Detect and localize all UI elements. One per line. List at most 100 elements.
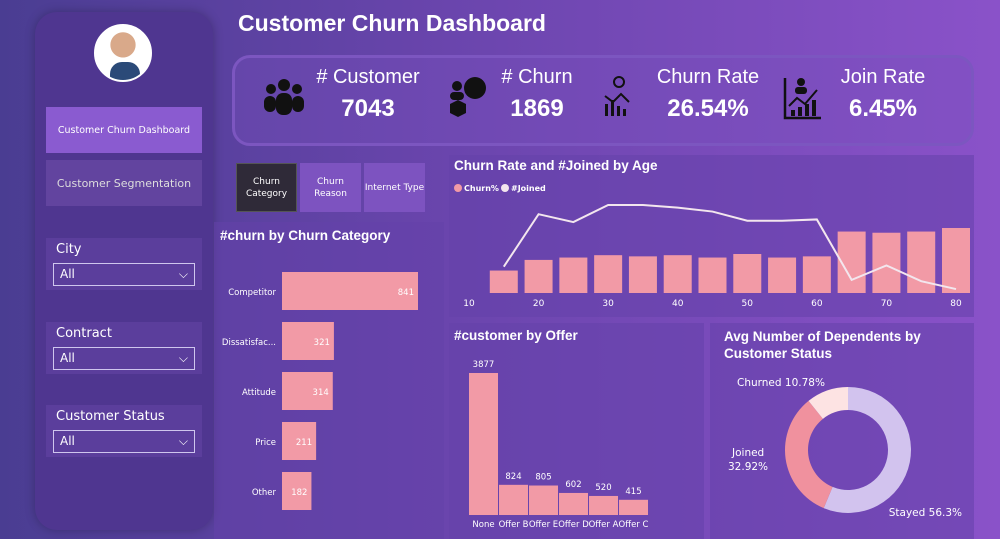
kpi-value: 7043 <box>341 95 395 122</box>
contract-dropdown[interactable]: All ⌵ <box>53 347 195 370</box>
chart-title: #churn by Churn Category <box>220 228 391 243</box>
bar <box>942 228 970 293</box>
nav-customer-churn-dashboard[interactable]: Customer Churn Dashboard <box>46 107 202 153</box>
page-title: Customer Churn Dashboard <box>238 10 546 36</box>
bar <box>619 499 648 515</box>
chart-title: Churn Rate and #Joined by Age <box>454 158 658 173</box>
churn-rate-icon <box>604 76 630 116</box>
data-label: 3877 <box>473 360 495 370</box>
category-label: None <box>472 520 494 530</box>
filter-label: Customer Status <box>56 409 165 424</box>
slice-label: 32.92% <box>728 461 768 473</box>
dropdown-value: All <box>60 351 75 365</box>
bar <box>282 422 317 460</box>
bar <box>282 322 334 360</box>
bar <box>802 256 831 293</box>
dependents-panel: Avg Number of Dependents by Customer Sta… <box>710 323 974 539</box>
dependents-donut: Stayed 56.3% Joined 32.92% Churned 10.78% <box>728 377 962 519</box>
bar <box>499 484 528 515</box>
slice-label: Churned 10.78% <box>737 377 825 389</box>
bar <box>589 495 618 515</box>
chevron-down-icon: ⌵ <box>178 267 188 281</box>
bar <box>698 257 727 293</box>
people-icon <box>264 79 304 115</box>
bar <box>469 373 498 515</box>
slice-label: Joined <box>731 447 764 459</box>
bar <box>282 272 418 310</box>
category-label: Offer D <box>558 520 589 530</box>
age-panel: Churn Rate and #Joined by Age Churn% #Joi… <box>449 155 974 317</box>
x-tick-label: 80 <box>950 299 962 309</box>
x-tick-label: 30 <box>602 299 614 309</box>
bar <box>559 492 588 515</box>
bar <box>663 255 692 293</box>
bar <box>768 257 797 293</box>
bar <box>733 254 762 293</box>
legend-label: #Joined <box>511 184 546 193</box>
tab-churn-reason[interactable]: Churn Reason <box>300 163 361 212</box>
avatar <box>94 24 152 82</box>
x-tick-label: 60 <box>811 299 823 309</box>
joined-line <box>502 204 957 291</box>
legend-label: Churn% <box>464 184 499 193</box>
x-tick-label: 70 <box>881 299 893 309</box>
data-label: 321 <box>314 338 330 348</box>
donut-slice <box>823 387 911 513</box>
data-label: 415 <box>625 487 641 497</box>
kpi-card: # Customer 7043 # Churn 1869 Churn Rate 26.… <box>232 55 974 146</box>
bar <box>559 257 588 293</box>
data-label: 182 <box>291 488 307 498</box>
age-chart: Churn% #Joined 10 20 30 40 50 60 70 80 <box>454 184 970 309</box>
tab-internet-type[interactable]: Internet Type <box>364 163 425 212</box>
chevron-down-icon: ⌵ <box>178 351 188 365</box>
tab-churn-category[interactable]: Churn Category <box>236 163 297 212</box>
x-tick-label: 50 <box>742 299 754 309</box>
dropdown-value: All <box>60 434 75 448</box>
category-label: Competitor <box>228 288 276 298</box>
category-label: Attitude <box>242 388 276 398</box>
data-label: 841 <box>398 288 414 298</box>
category-label: Offer B <box>499 520 529 530</box>
donut-slice <box>785 400 833 509</box>
category-label: Offer C <box>619 520 649 530</box>
kpi-label: Churn Rate <box>656 66 760 88</box>
category-label: Other <box>252 488 277 498</box>
kpi-customer: # Customer 7043 <box>264 66 423 123</box>
join-rate-icon <box>783 78 821 120</box>
bar <box>489 270 518 293</box>
category-label: Price <box>255 438 276 448</box>
kpi-label: # Churn <box>501 66 573 88</box>
bar <box>529 485 558 515</box>
kpi-label: # Customer <box>316 66 420 88</box>
bar <box>282 472 312 510</box>
donut-slice <box>808 387 848 419</box>
data-label: 805 <box>535 473 551 483</box>
kpi-value: 6.45% <box>848 95 918 122</box>
customer-status-dropdown[interactable]: All ⌵ <box>53 430 195 453</box>
data-label: 602 <box>565 480 581 490</box>
x-tick-label: 20 <box>533 299 545 309</box>
offer-panel: #customer by Offer 3877 None 824 Offer B 805… <box>449 323 704 539</box>
chart-title: #customer by Offer <box>454 328 578 343</box>
bar <box>594 255 623 293</box>
bar <box>872 232 901 293</box>
kpi-churn: # Churn 1869 <box>450 66 577 123</box>
sidebar: Customer Churn Dashboard Customer Segmen… <box>35 12 213 530</box>
bar <box>628 256 657 293</box>
nav-customer-segmentation[interactable]: Customer Segmentation <box>46 160 202 206</box>
churn-category-chart: Competitor 841 Dissatisfac... 321 Attitude 31… <box>222 272 418 510</box>
kpi-value: 26.54% <box>667 95 749 122</box>
churn-icon <box>450 77 486 117</box>
legend-marker <box>454 184 462 192</box>
kpi-churn-rate: Churn Rate 26.54% <box>604 66 763 123</box>
x-tick-label: 10 <box>463 299 475 309</box>
city-filter: City All ⌵ <box>46 238 202 290</box>
bar <box>524 259 553 293</box>
filter-label: City <box>56 242 82 257</box>
kpi-label: Join Rate <box>840 66 926 88</box>
city-dropdown[interactable]: All ⌵ <box>53 263 195 286</box>
x-tick-label: 40 <box>672 299 684 309</box>
data-label: 520 <box>595 483 611 493</box>
churn-category-panel: #churn by Churn Category Competitor 841 Di… <box>214 222 444 539</box>
contract-filter: Contract All ⌵ <box>46 322 202 374</box>
